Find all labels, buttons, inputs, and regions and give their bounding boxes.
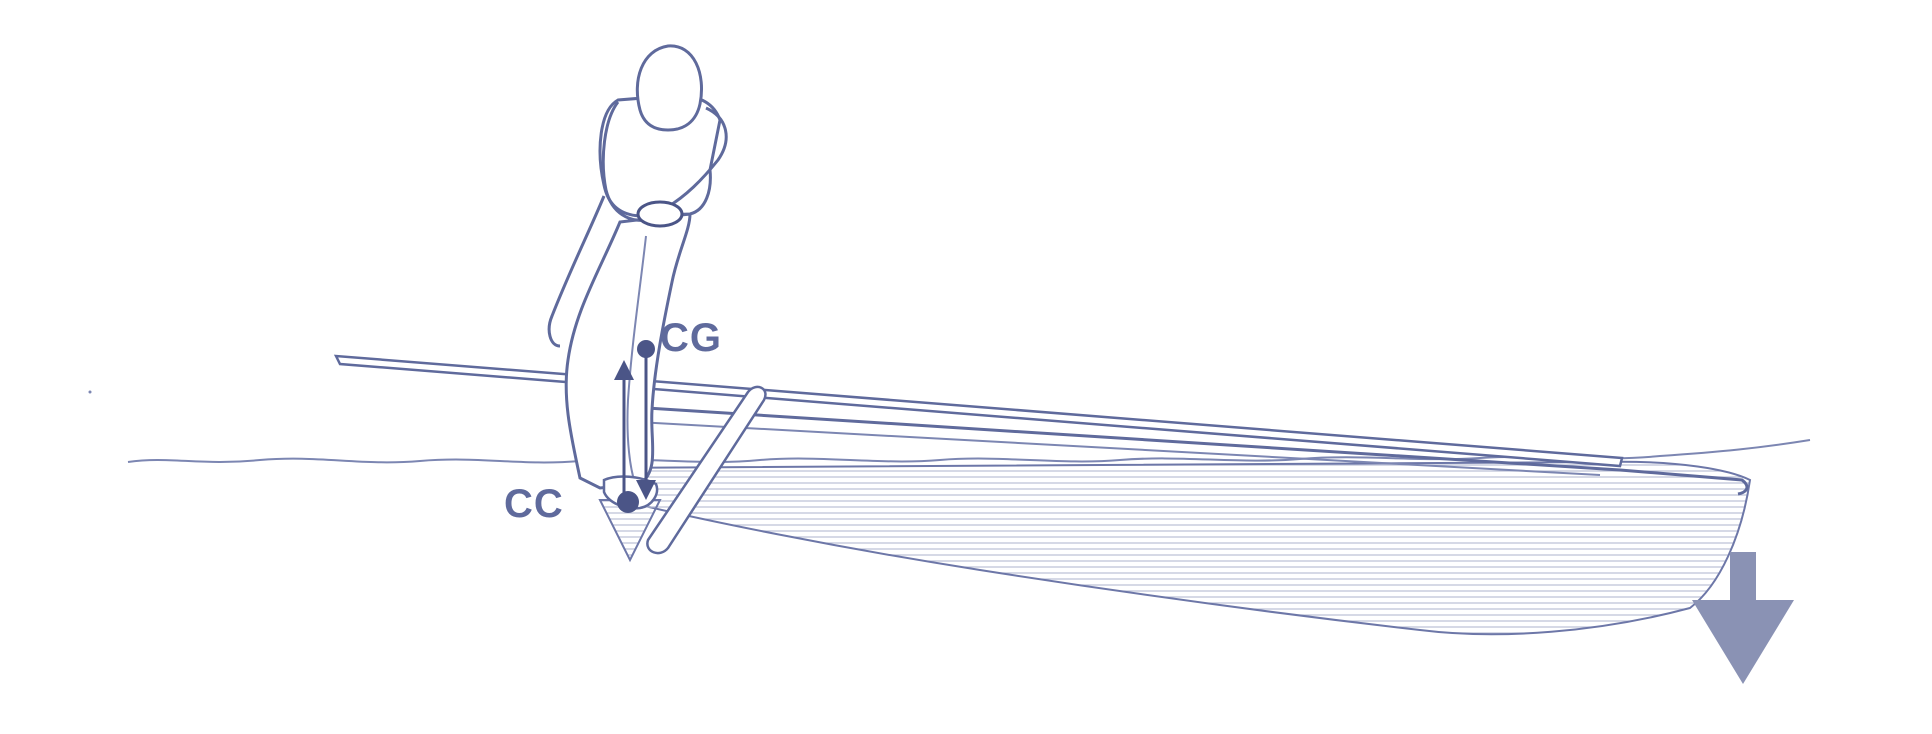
centreboard — [646, 385, 767, 555]
sailor-head — [635, 44, 703, 132]
cc-point — [617, 491, 639, 513]
submerged-hull — [598, 460, 1752, 636]
sailor-hands — [636, 200, 684, 228]
speck — [88, 390, 92, 394]
sailor-left-arm — [601, 101, 647, 222]
sailor-right-arm — [665, 106, 728, 210]
sailor-torso — [598, 94, 722, 218]
mast — [333, 354, 1624, 468]
cg-label: CG — [660, 316, 722, 360]
cg-point — [637, 340, 655, 358]
sailor-inner-leg — [626, 235, 647, 487]
up-down-double-arrow-icon — [614, 350, 656, 500]
down-arrow-icon — [1692, 552, 1794, 684]
sailor-left-leg-outline — [547, 195, 606, 348]
boat-gunwale — [599, 403, 1749, 496]
sailor-legs — [564, 212, 692, 490]
boat-deck-line — [599, 419, 1601, 476]
cc-label: CC — [504, 482, 564, 526]
